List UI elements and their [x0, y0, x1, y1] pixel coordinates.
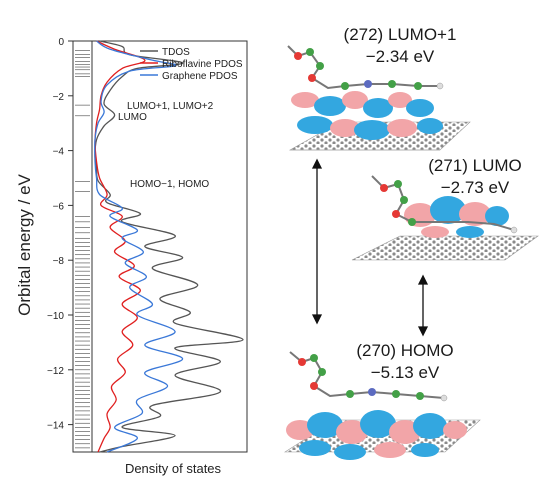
y-tick-label: −12	[47, 366, 64, 377]
series-line-graphene-pdos	[94, 40, 184, 453]
lumo1-label-block: (272) LUMO+1 −2.34 eV	[315, 24, 485, 68]
arrow-homo-lumo1	[311, 158, 323, 325]
lumo-orbital-lobes	[404, 196, 509, 238]
lumo1-orbital-lobes	[291, 91, 443, 140]
homo-label-block: (270) HOMO −5.13 eV	[330, 340, 480, 384]
y-tick-label: −14	[47, 421, 64, 432]
y-tick-label: −8	[53, 256, 65, 267]
y-tick-label: −6	[53, 201, 65, 212]
lumo1-graphene-sheet	[288, 121, 471, 151]
legend-label-tdos: TDOS	[162, 47, 190, 58]
y-tick-label: −10	[47, 311, 64, 322]
annotation-lumo: LUMO	[118, 112, 147, 123]
dos-chart: Orbital energy / eV Density of states 0 −…	[15, 37, 248, 476]
homo-orbital-lobes	[286, 410, 467, 460]
series-line-tdos	[94, 40, 244, 453]
lumo1-label: (272) LUMO+1	[343, 25, 457, 44]
annotation-lumo1-lumo2: LUMO+1, LUMO+2	[127, 101, 214, 112]
x-axis-label: Density of states	[125, 461, 222, 476]
lumo-label-block: (271) LUMO −2.73 eV	[400, 155, 550, 199]
y-ticks: 0 −2 −4 −6 −8 −10 −12 −14	[47, 37, 73, 432]
orbital-levels	[75, 50, 90, 449]
series-line-riboflavine-pdos	[94, 40, 146, 453]
legend-label-riboflavine: Riboflavine PDOS	[162, 59, 243, 70]
dos-curves	[94, 40, 244, 453]
lumo1-energy: −2.34 eV	[365, 47, 435, 66]
arrow-homo-lumo	[417, 274, 429, 337]
homo-graphene-sheet	[283, 419, 481, 453]
y-tick-label: −2	[53, 92, 65, 103]
homo-label: (270) HOMO	[356, 341, 454, 360]
legend-label-graphene: Graphene PDOS	[162, 71, 238, 82]
y-tick-label: 0	[58, 37, 64, 48]
y-axis-label: Orbital energy / eV	[15, 173, 34, 315]
lumo-label: (271) LUMO	[428, 156, 522, 175]
lumo-energy: −2.73 eV	[440, 178, 510, 197]
homo-energy: −5.13 eV	[370, 363, 440, 382]
y-tick-label: −4	[53, 147, 65, 158]
annotation-homo-1-homo: HOMO−1, HOMO	[130, 179, 209, 190]
lumo-graphene-sheet	[351, 235, 539, 261]
dos-plot-frame	[91, 40, 248, 453]
legend: TDOS Riboflavine PDOS Graphene PDOS	[140, 47, 243, 82]
